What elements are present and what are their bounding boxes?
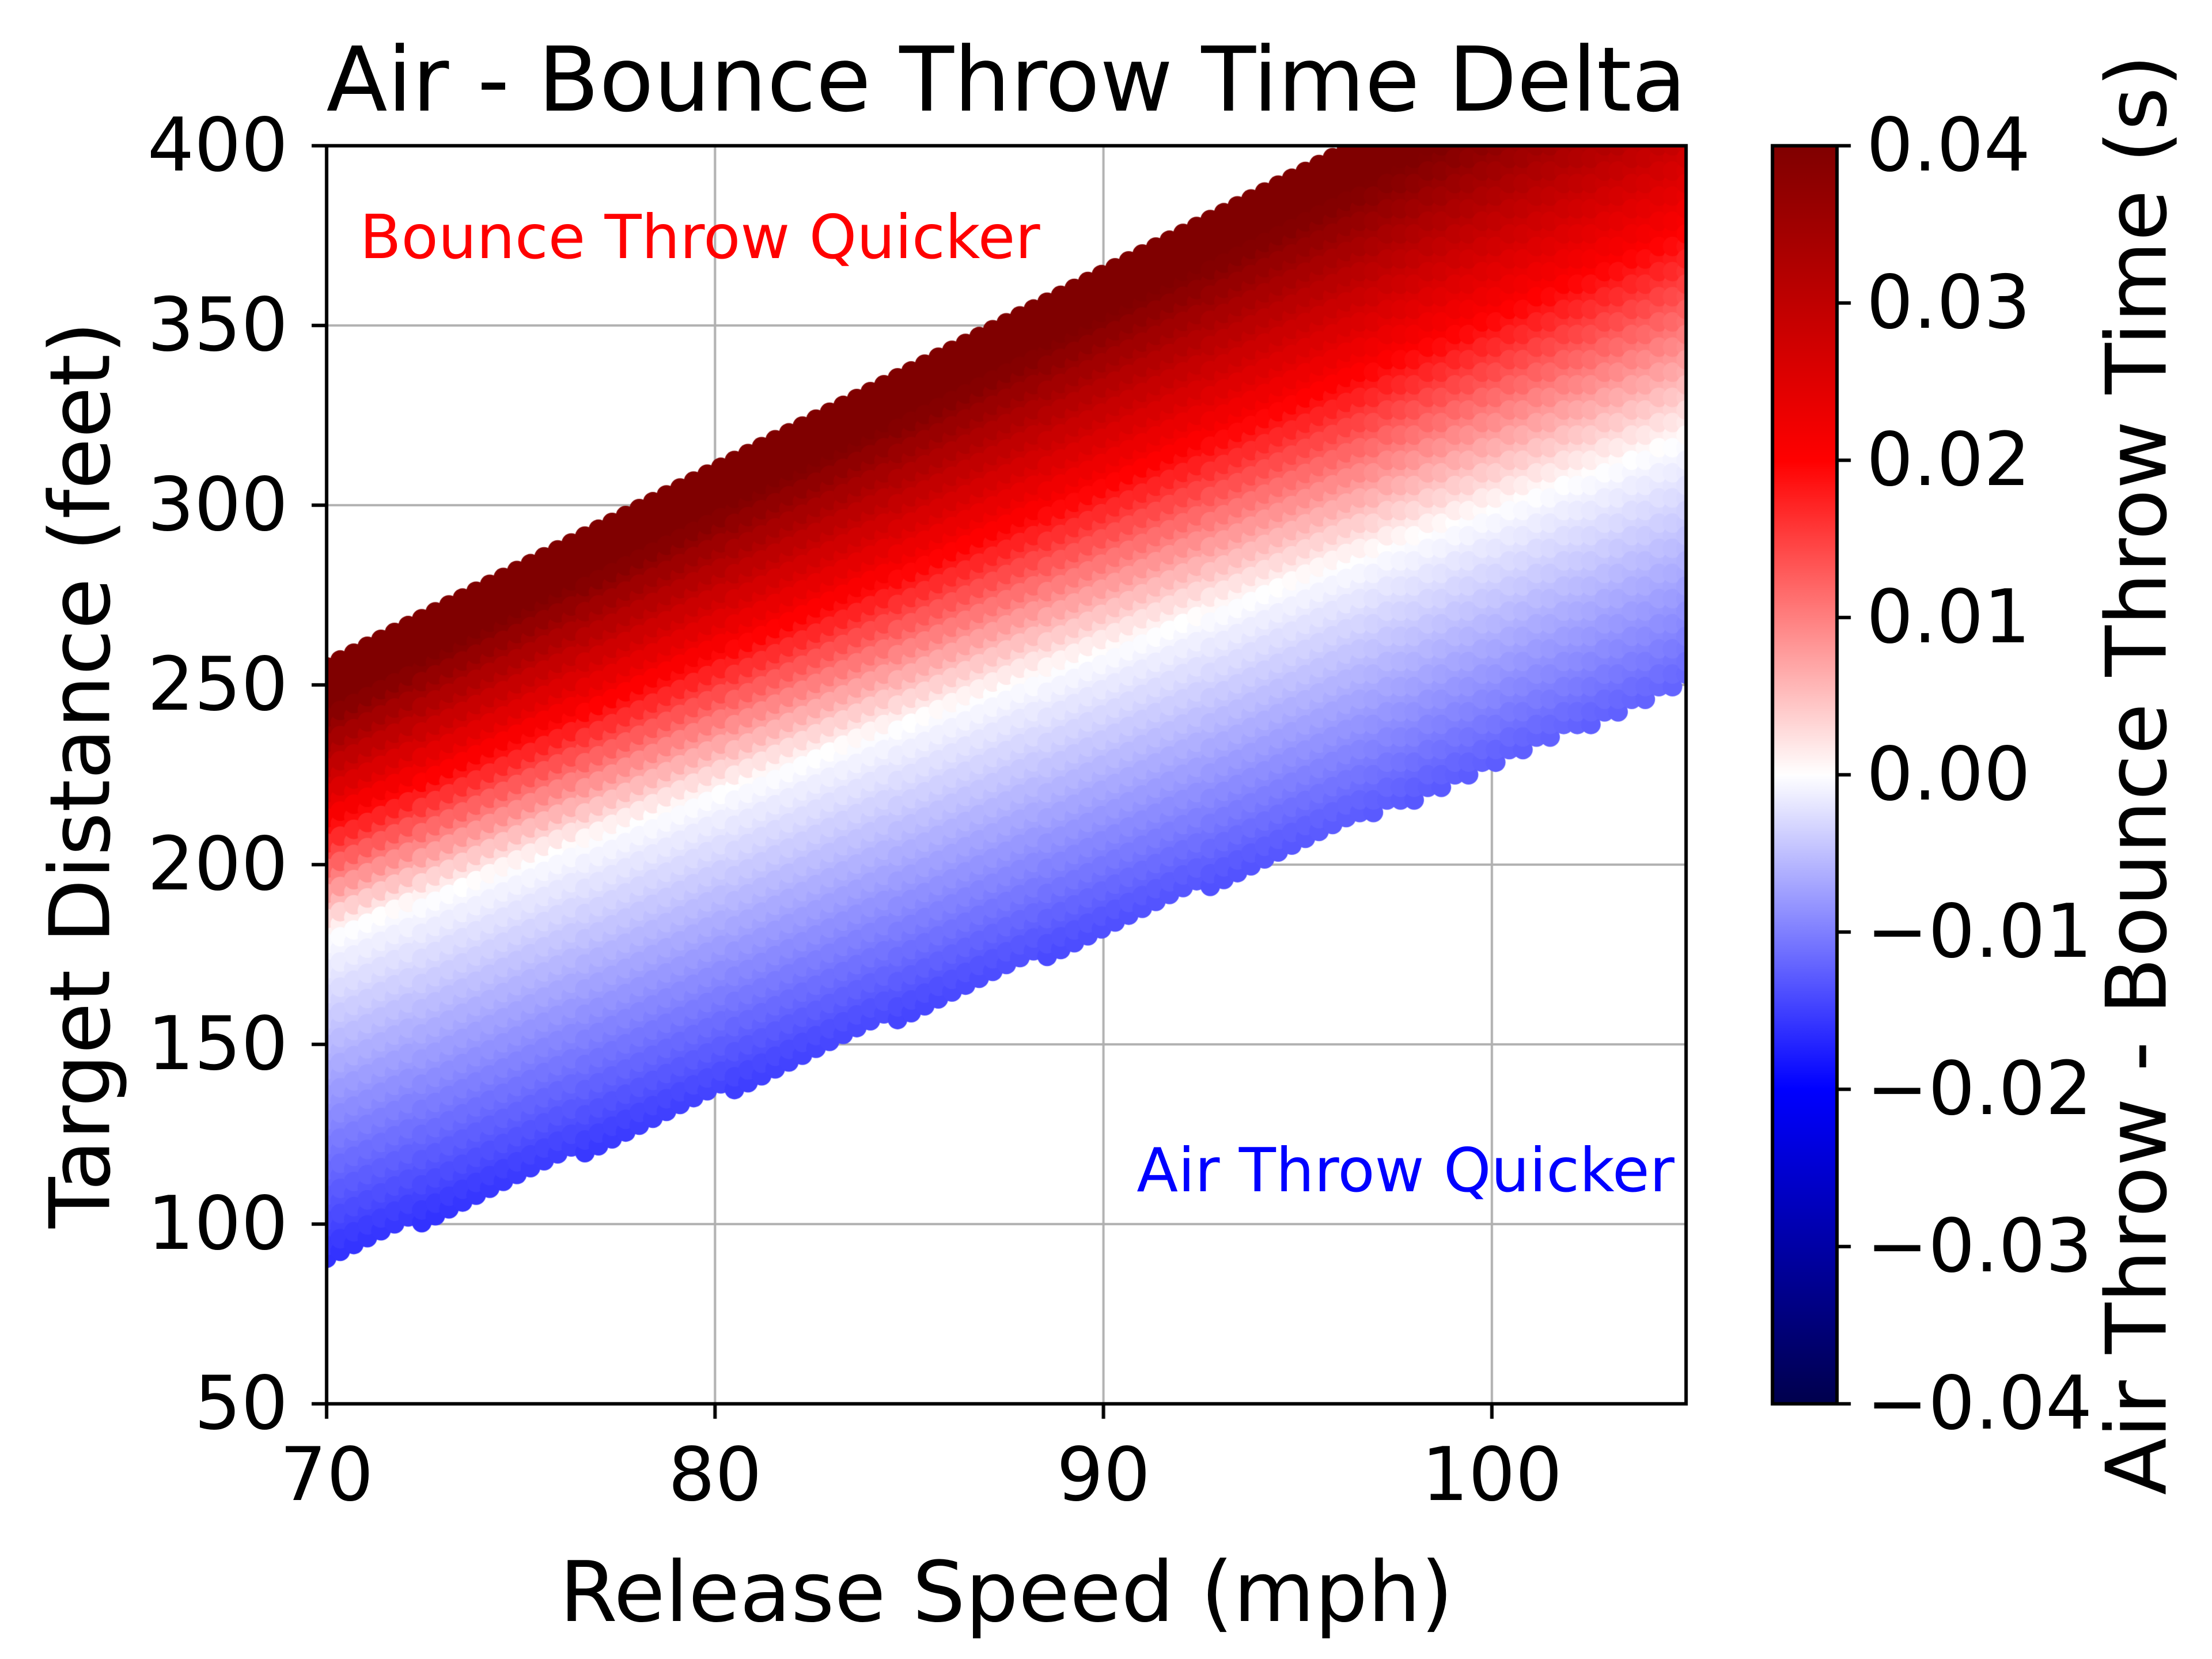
colorbar-tick-label: −0.01: [1866, 889, 2093, 975]
chart-title: Air - Bounce Throw Time Delta: [326, 28, 1687, 132]
colorbar-tick-label: −0.03: [1866, 1203, 2093, 1289]
x-tick-label: 80: [668, 1432, 762, 1518]
x-axis-label: Release Speed (mph): [559, 1544, 1453, 1641]
colorbar-tick-label: 0.03: [1866, 260, 2031, 346]
annotation-air-throw-quicker: Air Throw Quicker: [1137, 1135, 1675, 1206]
y-tick-label: 100: [147, 1181, 288, 1267]
colorbar-tick-label: −0.02: [1866, 1046, 2093, 1132]
y-tick-label: 400: [147, 103, 288, 188]
x-tick-label: 100: [1421, 1432, 1562, 1518]
x-tick-label: 70: [279, 1432, 374, 1518]
y-tick-label: 50: [194, 1361, 288, 1446]
y-tick-label: 300: [147, 462, 288, 548]
y-tick-label: 200: [147, 821, 288, 907]
x-tick-label: 90: [1056, 1432, 1150, 1518]
colorbar-label: Air Throw - Bounce Throw Time (s): [2088, 54, 2186, 1495]
y-tick-label: 350: [147, 282, 288, 368]
colorbar-tick-label: 0.02: [1866, 417, 2031, 503]
colorbar-tick-label: 0.01: [1866, 574, 2031, 660]
colorbar-tick-label: −0.04: [1866, 1361, 2093, 1446]
y-axis-label: Target Distance (feet): [32, 321, 130, 1229]
colorbar-tick-label: 0.00: [1866, 732, 2031, 817]
colorbar-tick-label: 0.04: [1866, 103, 2031, 188]
annotation-bounce-throw-quicker: Bounce Throw Quicker: [359, 202, 1040, 272]
y-tick-label: 150: [147, 1001, 288, 1087]
y-tick-label: 250: [147, 642, 288, 728]
